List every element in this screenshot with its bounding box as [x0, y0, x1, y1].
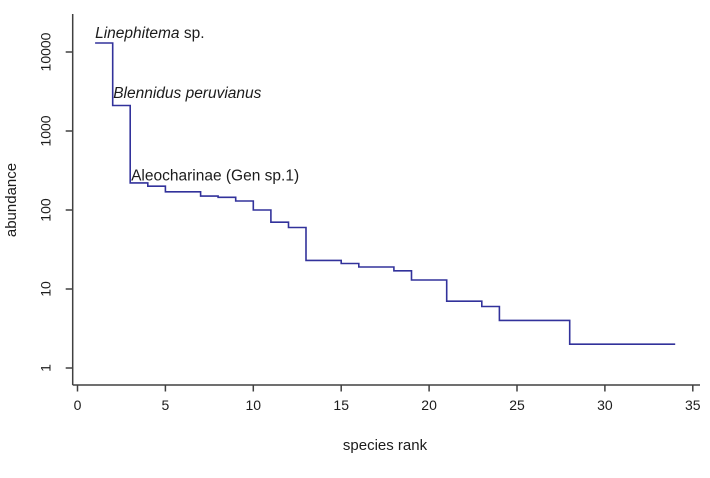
y-tick-label: 10000 [38, 32, 54, 71]
y-tick-label: 1 [38, 364, 54, 372]
x-axis-title: species rank [343, 437, 428, 454]
x-tick-label: 30 [597, 397, 613, 413]
x-tick-label: 35 [685, 397, 701, 413]
x-tick-label: 10 [246, 397, 262, 413]
y-tick-label: 10 [38, 281, 54, 297]
y-axis-title: abundance [3, 163, 20, 237]
label-linephitema: Linephitema sp. [95, 25, 204, 42]
label-blennidus: Blennidus peruvianus [113, 85, 261, 102]
y-tick-label: 100 [38, 198, 54, 222]
x-tick-label: 5 [162, 397, 170, 413]
x-tick-label: 20 [421, 397, 437, 413]
abundance-step-line [95, 42, 676, 345]
y-tick-label: 1000 [38, 115, 54, 146]
x-tick-label: 25 [509, 397, 525, 413]
label-aleocharinae: Aleocharinae (Gen sp.1) [131, 168, 299, 185]
x-tick-label: 15 [333, 397, 349, 413]
x-tick-label: 0 [74, 397, 82, 413]
